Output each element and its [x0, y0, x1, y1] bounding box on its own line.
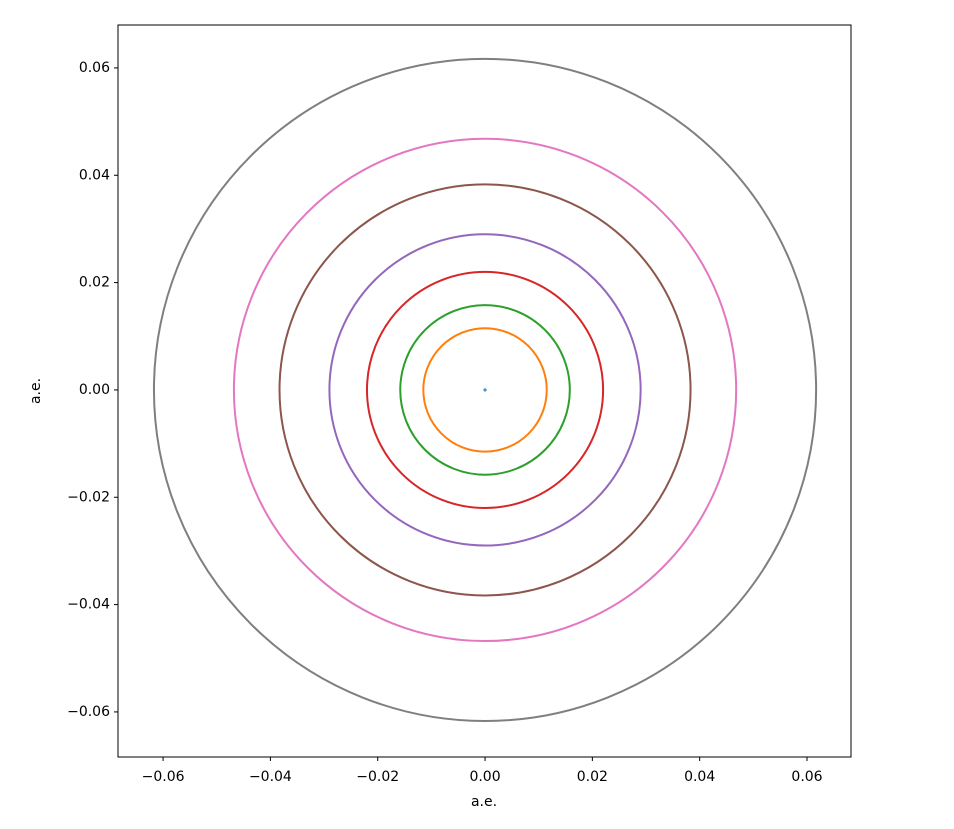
y-tick-label: 0.00 — [79, 382, 110, 398]
x-tick-label: 0.04 — [684, 769, 715, 785]
y-axis-label: a.e. — [28, 378, 44, 404]
orbit — [399, 304, 571, 476]
plot-frame — [117, 24, 852, 758]
x-tick-label: −0.02 — [356, 769, 399, 785]
x-tick-label: 0.06 — [791, 769, 822, 785]
x-axis-label: a.e. — [471, 794, 497, 810]
orbit — [232, 137, 738, 643]
y-tick-label: −0.04 — [67, 597, 110, 613]
orbit — [365, 270, 605, 509]
orbit — [422, 327, 548, 453]
y-tick-label: −0.02 — [67, 489, 110, 505]
y-tick-label: −0.06 — [67, 704, 110, 720]
orbit — [152, 57, 818, 723]
x-tick-label: 0.02 — [577, 769, 608, 785]
x-tick-label: 0.00 — [469, 769, 500, 785]
orbit — [278, 183, 692, 597]
x-tick-label: −0.06 — [142, 769, 185, 785]
y-tick-label: 0.02 — [79, 275, 110, 291]
orbit — [328, 233, 642, 547]
x-tick-label: −0.04 — [249, 769, 292, 785]
orbit — [483, 388, 487, 392]
y-tick-label: 0.06 — [79, 60, 110, 76]
y-tick-label: 0.04 — [79, 167, 110, 183]
